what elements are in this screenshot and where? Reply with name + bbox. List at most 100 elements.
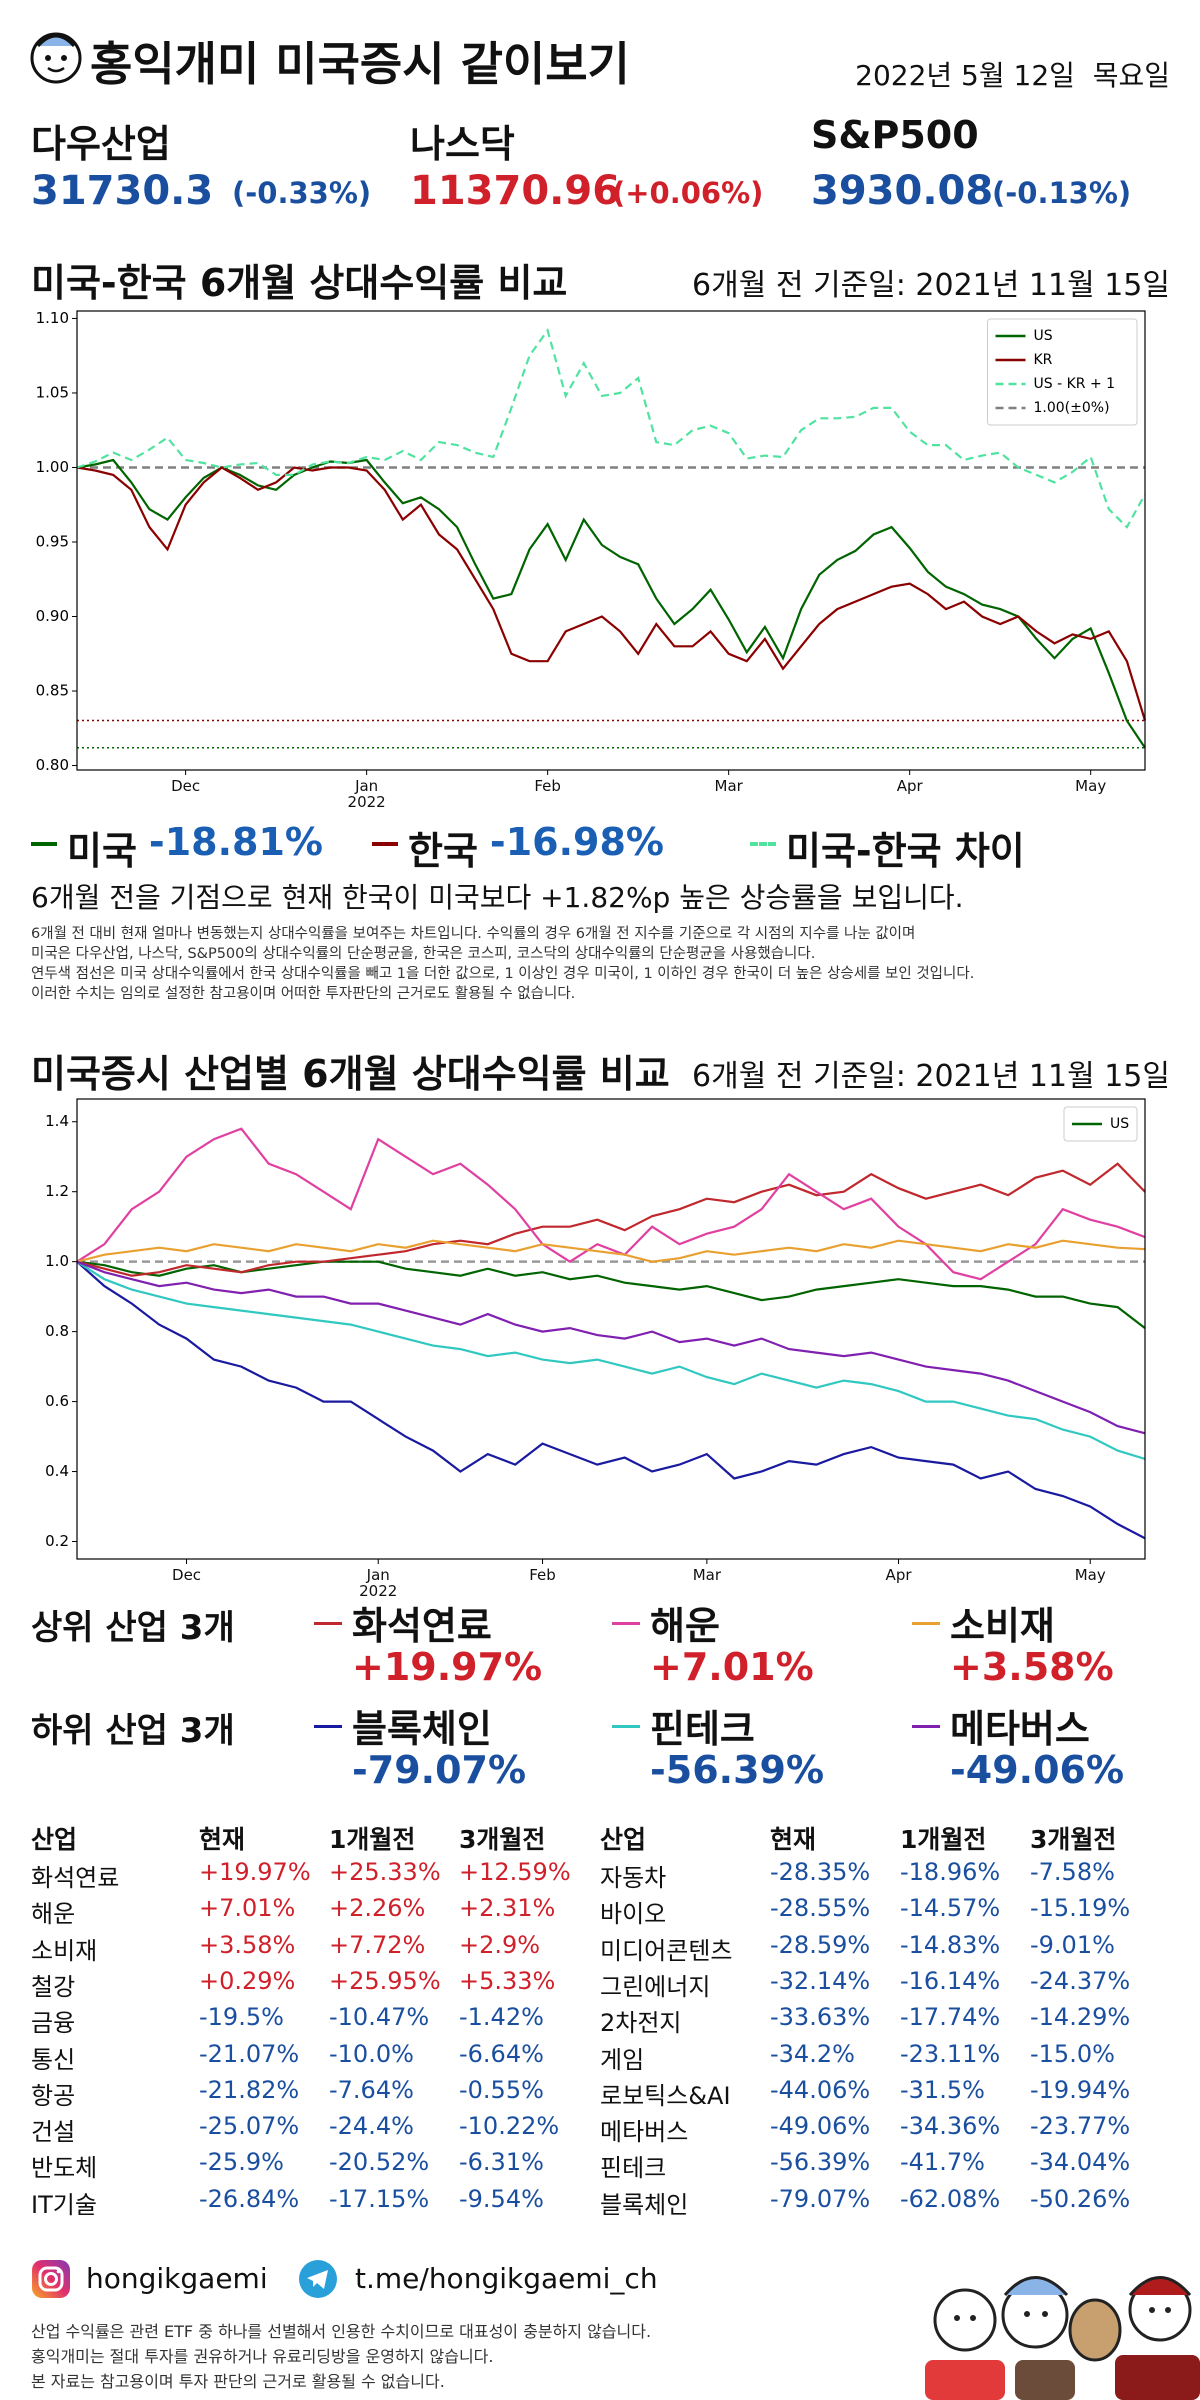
table-industry: 핀테크 (600, 2154, 667, 2183)
industry-name: 화석연료 (352, 1604, 492, 1648)
table-value: -28.59% (770, 1930, 871, 1959)
table-industry: 바이오 (600, 1900, 667, 1929)
industry-dash (314, 1725, 342, 1728)
table-value: +3.58% (199, 1930, 296, 1959)
legend-value: -18.81% (148, 820, 323, 864)
table-industry: 메타버스 (600, 2118, 689, 2147)
table-value: -0.55% (459, 2075, 544, 2104)
series-line (76, 327, 1146, 529)
table-value: -26.84% (199, 2184, 300, 2213)
table-value: -7.64% (329, 2075, 414, 2104)
table-value: -34.2% (770, 2039, 855, 2068)
industries: 상위 산업 3개 화석연료 +19.97% 해운 +7.01% 소비재 +3.58% 하위 산… (0, 1595, 1200, 1815)
series-line (76, 1260, 1146, 1460)
plot-frame (76, 1098, 1146, 1560)
table-industry: 로보틱스&AI (600, 2081, 731, 2110)
table-value: -19.94% (1030, 2075, 1131, 2104)
industry-name: 소비재 (950, 1604, 1055, 1648)
y-tick-label: 0.85 (36, 682, 69, 700)
y-tick-label: 1.05 (36, 383, 69, 401)
table-header: 산업 (600, 1825, 647, 1854)
note-line: 6개월 전 대비 현재 얼마나 변동했는지 상대수익률을 보여주는 차트입니다.… (31, 926, 916, 942)
section-subtitle: 6개월 전 기준일: 2021년 11월 15일 (692, 268, 1170, 303)
table-value: +12.59% (459, 1858, 571, 1886)
table-value: -16.14% (900, 1966, 1001, 1995)
table-value: -44.06% (770, 2075, 871, 2104)
x-tick-label: Dec (172, 1566, 202, 1584)
table-value: -9.54% (459, 2184, 544, 2213)
industry-value: +19.97% (352, 1645, 543, 1689)
series-line (76, 1260, 1146, 1540)
table-industry: IT기술 (31, 2190, 97, 2219)
table-value: -49.06% (770, 2112, 871, 2141)
legend-label: 미국 (67, 829, 137, 873)
table-value: +7.72% (329, 1930, 426, 1959)
page-title: 홍익개미 미국증시 같이보기 (90, 37, 630, 91)
industry-value: +7.01% (650, 1645, 814, 1689)
table-header: 현재 (770, 1825, 817, 1854)
note-line: 연두색 점선은 미국 상대수익률에서 한국 상대수익률을 빼고 1을 더한 값으… (31, 966, 975, 982)
index-change: (-0.33%) (232, 176, 372, 210)
disclaimer-line: 본 자료는 참고용이며 투자 판단의 근거로 활용될 수 없습니다. (31, 2372, 445, 2391)
disclaimer-line: 홍익개미는 절대 투자를 권유하거나 유료리딩방을 운영하지 않습니다. (31, 2347, 494, 2366)
x-tick-label: Feb (534, 777, 561, 795)
index-value: 11370.96 (410, 168, 621, 214)
industry-value: -49.06% (950, 1748, 1125, 1792)
table-value: -28.55% (770, 1894, 871, 1923)
industry-name: 해운 (650, 1604, 720, 1648)
industry-group-label: 상위 산업 3개 (31, 1608, 235, 1648)
table-value: -25.9% (199, 2148, 284, 2177)
table-value: +2.26% (329, 1894, 426, 1923)
x-tick-label: Jan 2022 (359, 1566, 398, 1600)
index-name: 다우산업 (31, 122, 171, 166)
legend-dash (750, 842, 776, 846)
note-line: 미국은 다우산업, 나스닥, S&P500의 상대수익률의 단순평균을, 한국은… (31, 946, 816, 962)
section-title: 미국-한국 6개월 상대수익률 비교 (31, 261, 568, 305)
y-tick-label: 0.8 (45, 1322, 69, 1340)
table-value: -14.57% (900, 1894, 1001, 1923)
telegram-link: t.me/hongikgaemi_ch (355, 2262, 658, 2295)
table-industry: 게임 (600, 2045, 645, 2074)
y-tick-label: 1.0 (45, 1252, 69, 1270)
instagram-handle: hongikgaemi (86, 2262, 268, 2295)
table-header: 3개월전 (1030, 1825, 1117, 1854)
section-subtitle: 6개월 전 기준일: 2021년 11월 15일 (692, 1059, 1170, 1094)
table-value: -24.4% (329, 2112, 414, 2141)
y-tick-label: 0.90 (36, 607, 69, 625)
chart-area: 0.80 0.85 0.90 0.95 1.00 1.05 1.10 US KR US - KR … (0, 300, 1200, 820)
x-tick-label: Mar (714, 777, 743, 795)
series-line (76, 458, 1146, 749)
table-value: -34.04% (1030, 2148, 1131, 2177)
table-industry: 2차전지 (600, 2009, 682, 2038)
industry-group-label: 하위 산업 3개 (31, 1711, 235, 1751)
legend-box (987, 318, 1138, 426)
x-tick-label: May (1075, 777, 1107, 795)
series-line (76, 1260, 1146, 1435)
y-tick-label: 0.95 (36, 532, 69, 550)
x-tick-label: Jan 2022 (347, 777, 386, 811)
industry-name: 핀테크 (650, 1707, 755, 1751)
industry-name: 메타버스 (950, 1707, 1090, 1751)
mascots (925, 2276, 1200, 2400)
table-value: -21.82% (199, 2075, 300, 2104)
table-value: -10.22% (459, 2112, 560, 2141)
industry-value: +3.58% (950, 1645, 1114, 1689)
series-line (76, 1260, 1146, 1329)
index-change: (-0.13%) (992, 176, 1132, 210)
series-line (76, 1162, 1146, 1277)
chart-area: 0.2 0.4 0.6 0.8 1.0 1.2 1.4 US Dec Jan 2022 Feb Mar… (0, 1090, 1200, 1610)
table-value: -56.39% (770, 2148, 871, 2177)
table-industry: 화석연료 (31, 1864, 120, 1892)
legend-label: 미국-한국 차이 (786, 829, 1025, 873)
table-industry: 철강 (31, 1972, 76, 2001)
series-line (76, 1239, 1146, 1263)
legend-value: -16.98% (489, 820, 664, 864)
table-header: 3개월전 (459, 1825, 546, 1854)
disclaimer-line: 산업 수익률은 관련 ETF 중 하나를 선별해서 인용한 수치이므로 대표성이… (31, 2322, 652, 2341)
series-line (76, 466, 1147, 721)
table-value: -6.64% (459, 2039, 544, 2068)
logo (30, 32, 82, 84)
index-value: 31730.3 (31, 168, 214, 214)
table-industry: 통신 (31, 2045, 76, 2074)
